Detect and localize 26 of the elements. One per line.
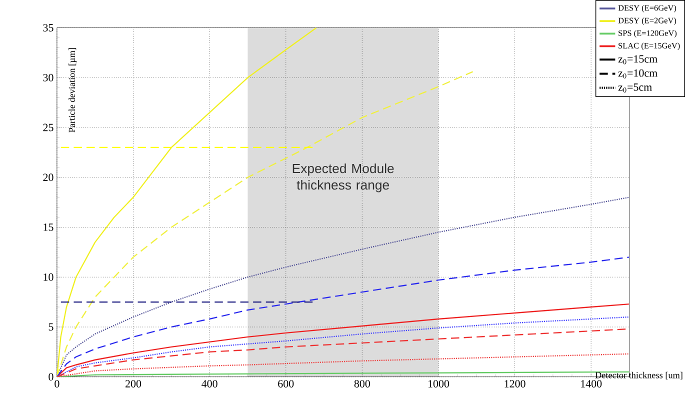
y-tick-label: 15 (44, 223, 54, 231)
x-tick-label: 0 (54, 380, 60, 388)
x-tick-label: 1400 (581, 380, 602, 388)
annotation: z$_{0}$=5cm (618, 83, 652, 92)
x-tick-label: 200 (126, 380, 142, 388)
legend-label: DESY (E=2GeV) (618, 17, 676, 25)
band-label: Expected Module thickness range (292, 163, 394, 192)
x-tick-label: 1200 (504, 380, 526, 388)
x-tick-label: 600 (278, 380, 294, 388)
x-tick-label: 1000 (428, 380, 450, 388)
y-axis-title: Particle deviation [µm] (68, 48, 77, 132)
x-tick-label: 400 (202, 380, 218, 388)
y-tick-label: 5 (48, 323, 54, 330)
y-tick-label: 35 (43, 24, 54, 32)
annotation: z$_{0}$=15cm (618, 55, 658, 64)
x-tick-label: 800 (354, 380, 370, 388)
y-tick-label: 10 (44, 273, 54, 281)
legend-label: SPS (E=120GeV) (618, 30, 677, 38)
legend-label: SLAC (E=15GeV) (618, 42, 680, 50)
y-tick-label: 30 (43, 74, 54, 82)
y-tick-label: 20 (43, 174, 54, 181)
y-tick-label: 0 (48, 372, 54, 380)
line-series (56, 70, 474, 377)
y-tick-label: 25 (43, 124, 54, 132)
annotation: z$_{0}$=10cm (618, 69, 658, 78)
legend-label: DESY (E=6GeV) (618, 4, 676, 12)
